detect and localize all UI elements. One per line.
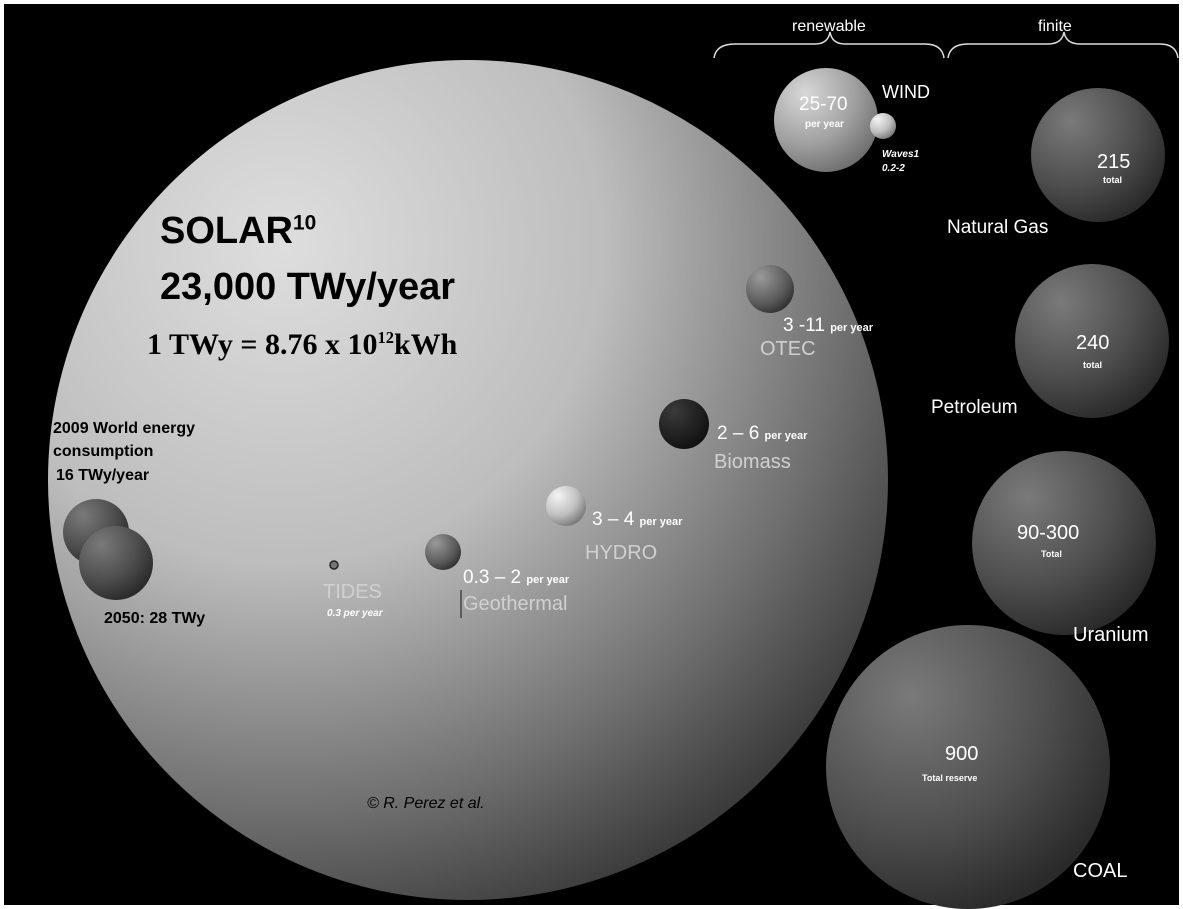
tides-name: TIDES [323, 581, 382, 603]
renewable-header: renewable [792, 18, 866, 35]
otec-value-text: 3 -11 [783, 315, 825, 336]
natural-gas-sphere [1031, 88, 1165, 222]
petroleum-sphere [1015, 264, 1169, 418]
geothermal-value-text: 0.3 – 2 [463, 567, 522, 588]
petroleum-name: Petroleum [931, 397, 1018, 418]
natural-gas-unit: total [1103, 175, 1122, 185]
wind-sphere [774, 68, 878, 172]
conversion-prefix: 1 TWy = 8.76 x 10 [147, 328, 378, 361]
hydro-value-text: 3 – 4 [592, 509, 635, 530]
uranium-name: Uranium [1073, 624, 1149, 646]
tides-sphere [329, 560, 339, 570]
natural-gas-name: Natural Gas [947, 217, 1049, 238]
uranium-unit: Total [1041, 549, 1062, 559]
geothermal-sphere [425, 534, 461, 570]
biomass-unit: per year [764, 430, 808, 442]
uranium-sphere [972, 451, 1156, 635]
consumption-line2: consumption [53, 443, 154, 460]
coal-unit: Total reserve [922, 773, 978, 783]
coal-value: 900 [945, 743, 979, 765]
waves-label: Waves1 [882, 149, 920, 160]
conversion-exponent: 12 [377, 328, 394, 347]
solar-title-text: SOLAR [160, 210, 293, 252]
petroleum-unit: total [1083, 360, 1102, 370]
coal-sphere [826, 625, 1110, 909]
wind-name: WIND [882, 82, 930, 102]
biomass-name: Biomass [714, 451, 791, 473]
credit-text: © R. Perez et al. [367, 795, 485, 812]
solar-title: SOLAR10 [160, 212, 316, 250]
coal-name: COAL [1073, 860, 1128, 882]
geothermal-value: 0.3 – 2 per year [463, 568, 569, 587]
otec-value: 3 -11 per year [783, 316, 873, 335]
conversion-suffix: kWh [393, 328, 458, 361]
biomass-value: 2 – 6 per year [717, 424, 807, 443]
solar-value: 23,000 TWy/year [160, 266, 456, 308]
biomass-sphere [659, 399, 709, 449]
otec-sphere [746, 265, 794, 313]
uranium-value: 90-300 [1017, 522, 1080, 544]
finite-header: finite [1038, 18, 1072, 35]
finite-bracket [947, 31, 1179, 59]
tides-unit: 0.3 per year [327, 608, 383, 619]
waves-sphere [870, 113, 896, 139]
otec-unit: per year [830, 322, 873, 334]
hydro-value: 3 – 4 per year [592, 510, 682, 529]
solar-conversion: 1 TWy = 8.76 x 1012kWh [147, 328, 458, 361]
consumption-2050-sphere [79, 526, 153, 600]
geothermal-unit: per year [526, 574, 570, 586]
otec-name: OTEC [760, 338, 816, 360]
wind-unit: per year [805, 119, 844, 130]
petroleum-value: 240 [1076, 332, 1110, 354]
solar-title-superscript: 10 [293, 211, 317, 235]
hydro-unit: per year [639, 516, 683, 528]
biomass-value-text: 2 – 6 [717, 423, 760, 444]
consumption-line1: 2009 World energy [53, 420, 195, 437]
hydro-name: HYDRO [585, 542, 658, 564]
natural-gas-value: 215 [1097, 151, 1131, 173]
consumption-2050-label: 2050: 28 TWy [104, 610, 206, 627]
waves-value: 0.2-2 [882, 163, 905, 174]
geothermal-name: Geothermal [463, 593, 568, 615]
consumption-line3: 16 TWy/year [56, 467, 150, 484]
renewable-bracket [713, 31, 945, 59]
wind-value: 25-70 [799, 94, 848, 115]
hydro-sphere [546, 486, 586, 526]
solar-sphere [48, 60, 888, 900]
